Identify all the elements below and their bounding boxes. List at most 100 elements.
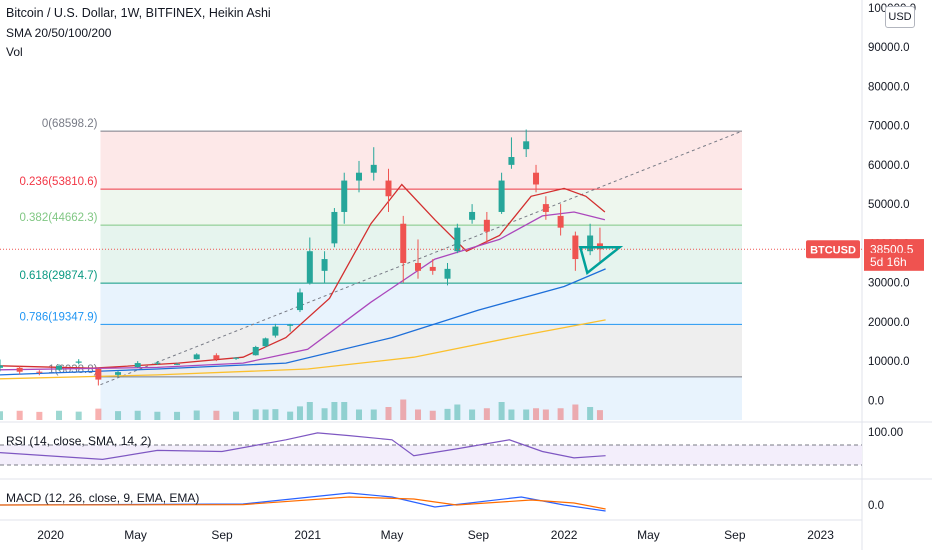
rsi-legend[interactable]: RSI (14, close, SMA, 14, 2) (6, 434, 152, 448)
volume-bar (508, 409, 515, 420)
fib-zone (100, 324, 742, 377)
volume-bar (533, 408, 540, 420)
y-tick-label: 50000.0 (868, 199, 910, 211)
candle-body (469, 211, 476, 220)
candle-body (498, 180, 505, 212)
volume-bar (523, 409, 530, 420)
symbol-badge-bg (806, 240, 860, 259)
candle-body (272, 326, 279, 336)
candle-body (95, 368, 102, 380)
fib-label: 0.618(29874.7) (19, 270, 97, 282)
y-tick-label: 80000.0 (868, 81, 910, 93)
fib-label: 0(68598.2) (42, 118, 98, 130)
x-tick-label: Sep (724, 528, 746, 542)
candle-body (370, 164, 377, 173)
volume-bar (154, 411, 161, 420)
fib-zone (100, 225, 742, 284)
fib-zone (100, 376, 742, 420)
candle-body (415, 262, 422, 271)
volume-bar (252, 409, 259, 420)
volume-bar (0, 411, 3, 420)
volume-bar (444, 408, 451, 420)
y-tick-label: 70000.0 (868, 121, 910, 133)
macd-legend[interactable]: MACD (12, 26, close, 9, EMA, EMA) (6, 491, 200, 505)
volume-bar (296, 406, 303, 420)
candle-body (56, 365, 63, 370)
candle-body (523, 141, 530, 150)
price-label-bg (864, 252, 924, 271)
volume-bar (272, 409, 279, 420)
fib-label: 1(6038.8) (48, 364, 97, 376)
fib-label: 0.236(53810.6) (19, 176, 97, 188)
fib-label: 0.786(19347.9) (19, 311, 97, 323)
y-tick-label: 10000.0 (868, 356, 910, 368)
currency-button[interactable]: USD (885, 6, 915, 28)
volume-bar (321, 408, 328, 420)
candle-body (193, 354, 200, 360)
volume-bar (287, 411, 294, 420)
x-tick-label: May (637, 528, 660, 542)
volume-bar (385, 407, 392, 420)
volume-bar (331, 402, 338, 420)
volume-bar (596, 410, 603, 420)
sma-line-0 (0, 183, 606, 369)
price-label: 5d 16h (870, 255, 907, 269)
volume-bar (213, 410, 220, 420)
volume-bar (370, 409, 377, 420)
volume-bar (56, 410, 63, 420)
candle-body (454, 227, 461, 252)
x-tick-label: Sep (468, 528, 490, 542)
candle-body (287, 324, 294, 326)
candle-body (508, 157, 515, 165)
x-tick-label: May (124, 528, 147, 542)
candle-body (174, 363, 181, 365)
volume-bar (542, 409, 549, 420)
volume-bar (341, 402, 348, 420)
volume-bar (355, 409, 362, 420)
candle-body (331, 211, 338, 244)
volume-bar (95, 408, 102, 420)
x-tick-label: May (381, 528, 404, 542)
x-tick-label: 2022 (551, 528, 578, 542)
candle-body (572, 235, 579, 260)
volume-bar (75, 411, 82, 420)
symbol-badge: BTCUSD (810, 244, 856, 256)
candle-body (341, 180, 348, 212)
fib-trendline (100, 130, 743, 386)
candle-body (444, 268, 451, 279)
candle-body (36, 371, 43, 373)
candle-body (296, 292, 303, 311)
volume-bar (498, 402, 505, 420)
candle-body (321, 259, 328, 271)
candle-body (385, 180, 392, 197)
chart-title: Bitcoin / U.S. Dollar, 1W, BITFINEX, Hei… (6, 6, 271, 20)
candle-body (115, 372, 122, 375)
candle-body (355, 172, 362, 181)
sma-legend[interactable]: SMA 20/50/100/200 (6, 26, 112, 40)
fib-zone (100, 283, 742, 325)
candle-body (533, 172, 540, 185)
candle-body (213, 355, 220, 360)
volume-legend[interactable]: Vol (6, 45, 23, 59)
sma-line-2 (0, 268, 606, 376)
volume-bar (233, 411, 240, 420)
volume-bar (262, 409, 269, 420)
macd-y-tick: 0.0 (868, 500, 884, 512)
rsi-band (0, 445, 862, 465)
fib-label: 0.382(44662.3) (19, 212, 97, 224)
volume-bar (174, 411, 181, 420)
y-tick-label: 0.0 (868, 395, 884, 407)
rsi-y-tick: 100.00 (868, 427, 903, 439)
candle-body (233, 357, 240, 359)
volume-bar (16, 410, 23, 420)
candle-body (134, 363, 141, 368)
y-tick-label: 20000.0 (868, 317, 910, 329)
candle-body (400, 223, 407, 263)
volume-bar (469, 409, 476, 420)
candle-body (542, 204, 549, 212)
candle-body (262, 338, 269, 347)
candle-body (0, 365, 3, 368)
x-tick-label: 2023 (807, 528, 834, 542)
fib-zone (100, 189, 742, 226)
